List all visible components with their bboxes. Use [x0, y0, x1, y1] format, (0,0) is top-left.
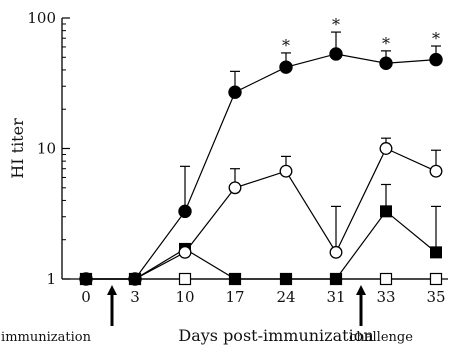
arrow-head: [356, 285, 366, 295]
significance-star: *: [282, 36, 290, 55]
x-tick-label: 3: [130, 288, 140, 306]
data-point: [429, 272, 443, 286]
data-point: [430, 246, 442, 259]
x-tick-label: 31: [326, 288, 345, 306]
series-line: [86, 147, 437, 280]
data-point: [280, 273, 292, 285]
x-tick-label: 24: [276, 288, 295, 306]
y-tick-label: 100: [27, 9, 56, 27]
series-line: [86, 210, 437, 280]
data-point: [228, 181, 242, 195]
data-point: [178, 204, 192, 219]
x-tick-label: 17: [225, 288, 244, 306]
y-tick-label: 1: [46, 270, 56, 288]
data-point: [228, 85, 242, 99]
data-point: [178, 272, 192, 286]
x-tick-label: 33: [376, 288, 395, 306]
data-point: [79, 272, 93, 286]
data-point: [330, 273, 342, 285]
data-point: [178, 245, 192, 259]
y-axis-title: HI titer: [8, 118, 27, 179]
axis-ticks: [62, 17, 437, 285]
arrow-head: [107, 285, 117, 295]
data-point: [429, 164, 443, 178]
significance-star: *: [332, 15, 340, 34]
data-point: [429, 52, 443, 67]
data-point: [329, 245, 343, 259]
series-filled-circle: [79, 31, 443, 286]
data-point: [229, 273, 241, 285]
y-tick-label: 10: [37, 140, 56, 158]
data-point: [379, 56, 393, 70]
significance-star: *: [382, 34, 390, 53]
data-point: [380, 205, 392, 218]
data-point: [329, 47, 343, 61]
labels-layer: 1 10 100 0 3 10 17 24 31 33 35 HI titer Days post-im…: [1, 9, 446, 345]
data-point: [379, 142, 393, 155]
data-point: [379, 272, 393, 286]
data-point: [128, 272, 142, 286]
x-tick-label: 10: [175, 288, 194, 306]
data-point: [279, 164, 293, 178]
x-tick-label: 0: [81, 288, 91, 306]
data-point: [279, 60, 293, 74]
x-tick-label: 35: [426, 288, 445, 306]
series-line: [86, 53, 437, 280]
significance-star: *: [432, 29, 440, 48]
annotation-immunization: immunization: [1, 330, 92, 345]
series-filled-square: [80, 183, 442, 285]
x-axis-title: Days post-immunization: [178, 326, 373, 345]
series-layer: [79, 31, 443, 286]
annotation-challenge: challenge: [349, 330, 413, 345]
